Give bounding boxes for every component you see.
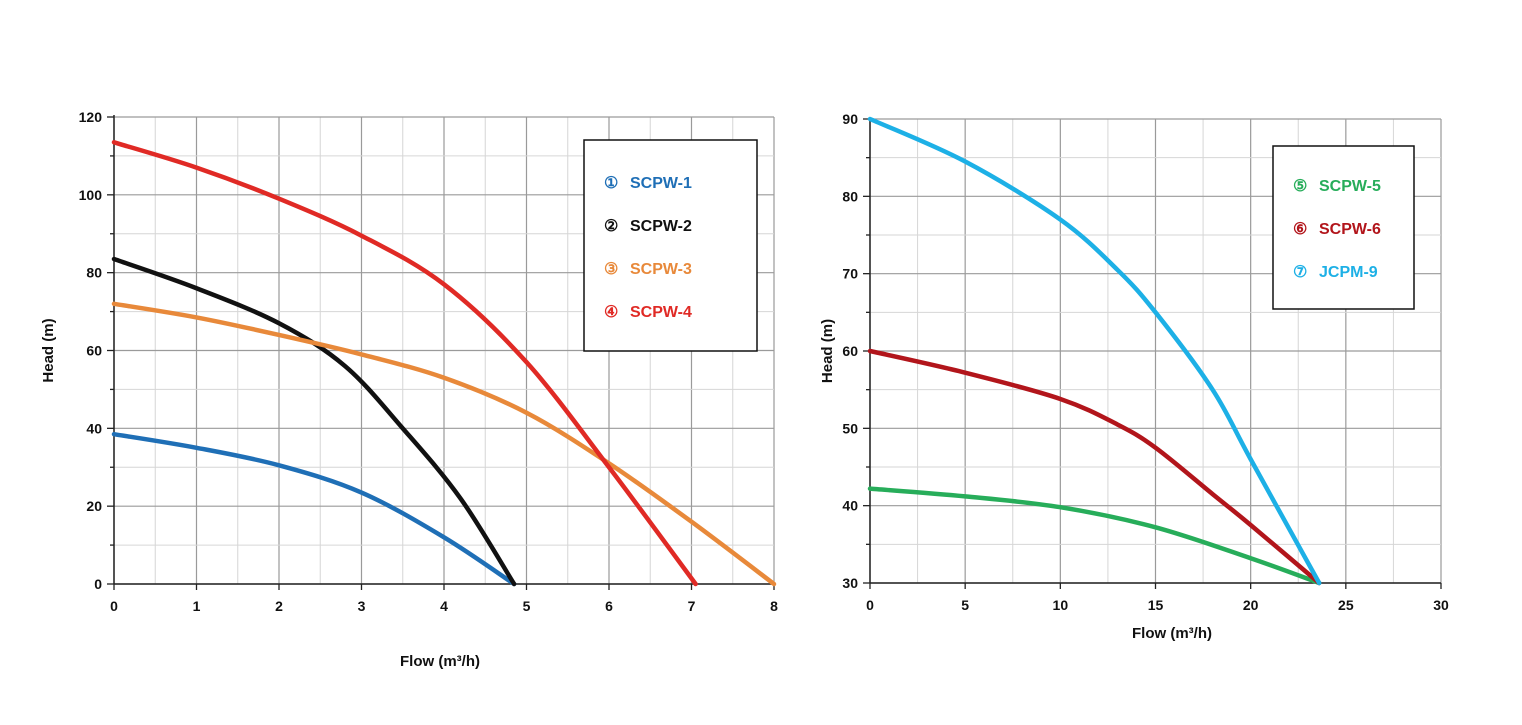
legend-label: SCPW-6	[1319, 221, 1381, 238]
x-tick-label: 0	[110, 598, 118, 614]
series-line-scpw-1	[111, 431, 517, 587]
x-tick-label: 7	[688, 598, 696, 614]
y-axis-label: Head (m)	[40, 318, 57, 382]
y-tick-label: 120	[79, 109, 103, 125]
chart-2: 0 5 10 15 20 25 30 30 40 50 60 70 80 90 Flow (m³/h) Hea…	[819, 111, 1449, 642]
x-tick-label: 8	[770, 598, 778, 614]
y-tick-label: 40	[842, 498, 858, 514]
y-tick-label: 20	[86, 498, 102, 514]
x-tick-label: 5	[523, 598, 531, 614]
x-tick-label: 15	[1148, 597, 1164, 613]
y-tick-label: 30	[842, 575, 858, 591]
series-line-scpw-5	[867, 486, 1322, 586]
legend-box	[1272, 145, 1415, 310]
legend: ① SCPW-1 ② SCPW-2 ③ SCPW-3 ④ SCPW-4	[583, 139, 758, 352]
series-line-scpw-6	[867, 348, 1322, 586]
x-tick-label: 25	[1338, 597, 1354, 613]
y-tick-label: 60	[842, 343, 858, 359]
legend-label: SCPW-1	[630, 175, 692, 192]
x-tick-label: 1	[193, 598, 201, 614]
x-tick-label: 20	[1243, 597, 1259, 613]
series-line-scpw-4	[111, 140, 698, 587]
legend-label: SCPW-2	[630, 218, 692, 235]
legend-marker: ⑦	[1293, 264, 1307, 281]
x-tick-label: 0	[866, 597, 874, 613]
x-tick-label: 30	[1433, 597, 1449, 613]
legend-marker: ①	[604, 175, 618, 192]
y-tick-label: 100	[79, 187, 103, 203]
x-tick-label: 6	[605, 598, 613, 614]
y-tick-label: 40	[86, 420, 102, 436]
y-tick-label: 70	[842, 266, 858, 282]
legend-label: JCPM-9	[1319, 264, 1378, 281]
series-line-jcpm-9	[867, 116, 1322, 586]
x-tick-label: 5	[961, 597, 969, 613]
legend-label: SCPW-5	[1319, 178, 1381, 195]
legend: ⑤ SCPW-5 ⑥ SCPW-6 ⑦ JCPM-9	[1272, 145, 1415, 310]
legend-marker: ④	[604, 304, 618, 321]
y-tick-label: 50	[842, 420, 858, 436]
y-tick-label: 0	[94, 576, 102, 592]
legend-marker: ⑥	[1293, 221, 1307, 238]
legend-label: SCPW-3	[630, 261, 692, 278]
y-tick-label: 60	[86, 343, 102, 359]
legend-marker: ②	[604, 218, 618, 235]
y-tick-label: 90	[842, 111, 858, 127]
series-line-scpw-2	[111, 256, 517, 587]
x-axis-label: Flow (m³/h)	[400, 653, 480, 670]
x-tick-label: 3	[358, 598, 366, 614]
legend-box	[583, 139, 758, 352]
legend-marker: ⑤	[1293, 178, 1307, 195]
x-tick-label: 2	[275, 598, 283, 614]
x-tick-label: 4	[440, 598, 448, 614]
legend-label: SCPW-4	[630, 304, 692, 321]
x-axis-label: Flow (m³/h)	[1132, 625, 1212, 642]
series-line-scpw-3	[111, 301, 777, 587]
x-tick-label: 10	[1053, 597, 1069, 613]
legend-marker: ③	[604, 261, 618, 278]
y-tick-label: 80	[842, 188, 858, 204]
y-tick-label: 80	[86, 265, 102, 281]
y-axis-label: Head (m)	[819, 319, 836, 383]
